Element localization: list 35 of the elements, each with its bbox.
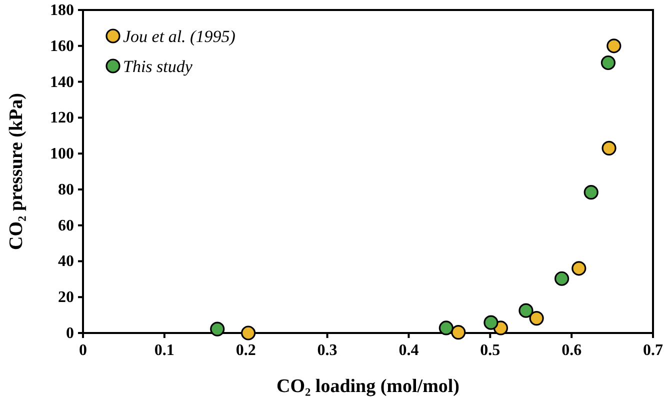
point bbox=[210, 322, 225, 336]
y-tick-label: 120 bbox=[50, 110, 74, 127]
y-tick-label: 180 bbox=[50, 2, 74, 19]
x-tick-label: 0.7 bbox=[643, 342, 663, 359]
y-tick-label: 0 bbox=[66, 325, 74, 342]
point bbox=[572, 261, 586, 276]
point bbox=[554, 271, 570, 286]
x-tick-label: 0.2 bbox=[236, 342, 256, 359]
x-tick-label: 0.6 bbox=[562, 342, 582, 359]
y-tick-label: 160 bbox=[50, 38, 74, 55]
y-tick-label: 140 bbox=[50, 74, 74, 91]
y-tick-label: 100 bbox=[50, 146, 74, 163]
x-tick-label: 0.5 bbox=[480, 342, 500, 359]
x-tick-label: 0.3 bbox=[317, 342, 338, 359]
x-tick-label: 0.1 bbox=[154, 342, 174, 359]
y-tick-label: 20 bbox=[58, 289, 74, 306]
point bbox=[518, 303, 534, 318]
point bbox=[584, 185, 598, 200]
y-tick-label: 80 bbox=[58, 181, 74, 198]
point bbox=[606, 38, 622, 54]
x-tick-label: 0.4 bbox=[398, 342, 419, 359]
x-tick-label: 0 bbox=[79, 342, 87, 359]
legend-label: This study bbox=[123, 57, 193, 76]
y-axis-title: CO₂ pressure (kPa) bbox=[6, 93, 27, 250]
point bbox=[241, 326, 256, 340]
point bbox=[451, 324, 466, 340]
point bbox=[600, 55, 616, 70]
legend-label: Jou et al. (1995) bbox=[123, 27, 236, 46]
point bbox=[602, 140, 616, 156]
x-axis-title: CO₂ loading (mol/mol) bbox=[276, 376, 460, 397]
y-tick-label: 60 bbox=[58, 217, 74, 234]
y-tick-label: 40 bbox=[58, 253, 74, 270]
point bbox=[438, 320, 454, 336]
point bbox=[529, 310, 544, 326]
point bbox=[484, 315, 498, 330]
